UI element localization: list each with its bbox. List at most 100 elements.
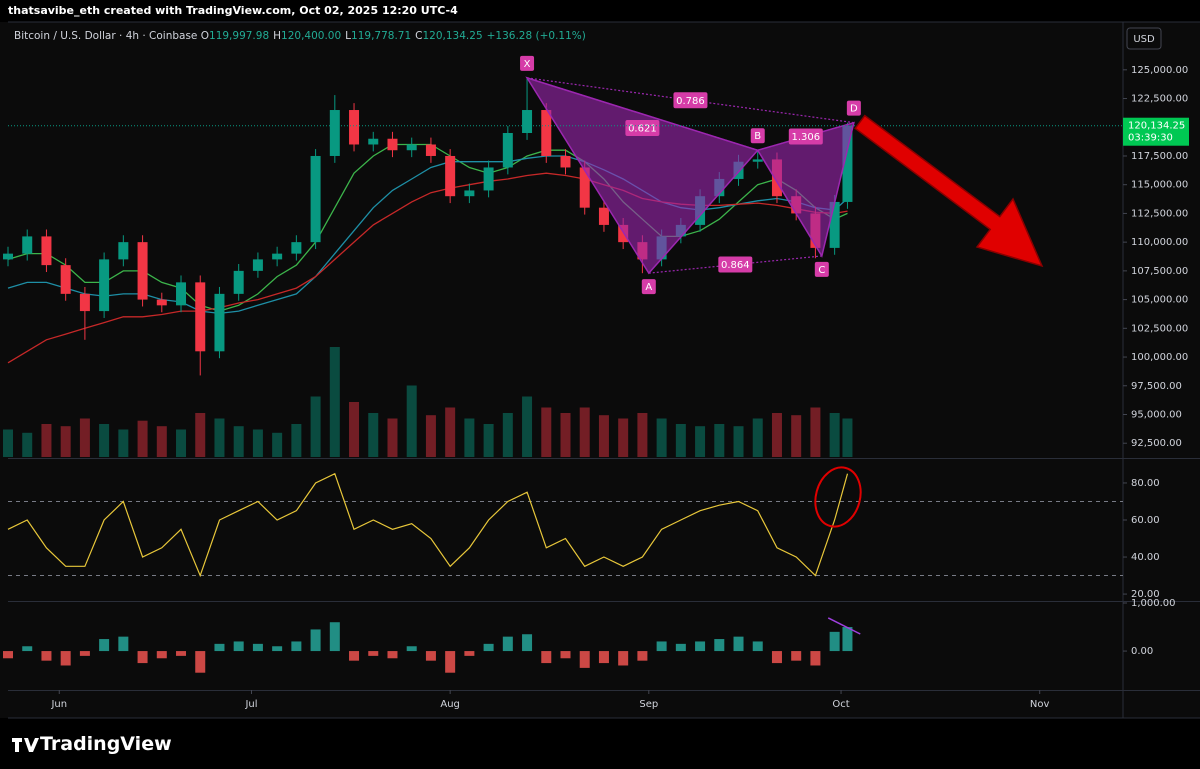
candle-body — [118, 242, 129, 260]
histogram-bar — [233, 641, 244, 652]
volume-bar — [41, 424, 52, 457]
candle-body — [214, 293, 225, 352]
volume-bar — [842, 418, 853, 457]
histogram-bar — [329, 622, 340, 652]
y-tick-label: 110,000.00 — [1131, 237, 1188, 248]
ratio-box — [625, 120, 660, 137]
volume-bar — [349, 402, 360, 457]
candle-body — [483, 167, 494, 191]
histogram-bar — [829, 631, 840, 652]
candle-body — [368, 138, 379, 145]
x-tick-label: Oct — [832, 699, 849, 710]
candle-body — [41, 236, 52, 266]
y-tick-label: 112,500.00 — [1131, 208, 1188, 219]
histogram-bar — [771, 651, 782, 664]
candle-body — [522, 110, 533, 133]
candle-body — [502, 133, 513, 168]
histogram-bar — [714, 639, 725, 652]
candle-body — [233, 270, 244, 294]
x-tick-label: Jul — [244, 699, 257, 710]
volume-bar — [541, 407, 552, 457]
pattern-point-label: C — [818, 265, 825, 276]
volume-bar — [329, 347, 340, 457]
volume-bar — [60, 426, 71, 457]
pattern-point — [520, 55, 535, 71]
histogram-bar — [695, 641, 706, 652]
histogram-bar — [368, 651, 379, 656]
y-tick-label: 102,500.00 — [1131, 323, 1188, 334]
histogram-bar — [99, 639, 110, 652]
volume-bar — [445, 407, 456, 457]
x-tick-label: Nov — [1030, 699, 1050, 710]
candle-body — [425, 144, 436, 156]
y-tick-label: 115,000.00 — [1131, 180, 1188, 191]
volume-bar — [214, 418, 225, 457]
candle-body — [291, 242, 302, 254]
trend-line — [827, 617, 861, 635]
candle-body — [272, 253, 283, 260]
y-tick-label: 95,000.00 — [1131, 409, 1182, 420]
y-tick-label: 117,500.00 — [1131, 151, 1188, 162]
y-tick-label: 1,000.00 — [1131, 598, 1176, 609]
y-tick-label: 60.00 — [1131, 515, 1160, 526]
candle-body — [3, 253, 13, 260]
candle-body — [349, 110, 360, 145]
volume-bar — [810, 407, 821, 457]
volume-bar — [176, 429, 187, 457]
price-change: +136.28 (+0.11%) — [486, 30, 586, 42]
ratio-box — [673, 92, 708, 109]
ratio-label: 0.864 — [721, 260, 750, 271]
candle-body — [829, 201, 840, 248]
volume-bar — [579, 407, 590, 457]
histogram-bar — [579, 651, 590, 668]
histogram-bar — [464, 651, 475, 656]
pattern-point — [814, 261, 829, 277]
histogram-bar — [425, 651, 436, 661]
volume-bar — [502, 413, 513, 457]
highlight-circle — [814, 466, 862, 528]
histogram-bar — [618, 651, 629, 666]
rsi-line — [7, 472, 849, 578]
ratio-label: 0.786 — [676, 96, 705, 107]
histogram-bar — [214, 643, 225, 652]
histogram-bar — [733, 636, 744, 652]
plot-layer: 92,500.00 95,000.00 97,500.00 100,000.00 102… — [3, 55, 1189, 710]
red-arrow — [854, 114, 1044, 268]
histogram-bar — [502, 636, 513, 652]
ohlc-value: 120,400.00 — [281, 30, 342, 42]
volume-bar — [252, 429, 263, 457]
volume-bar — [829, 413, 840, 457]
volume-bar — [618, 418, 629, 457]
histogram-bar — [3, 651, 13, 659]
volume-bar — [522, 396, 533, 457]
header: thatsavibe_eth created with TradingView.… — [8, 4, 458, 17]
ohlc-value: 119,997.98 — [209, 30, 270, 42]
pattern-point-label: A — [645, 282, 652, 293]
histogram-bar — [156, 651, 167, 659]
moving-average — [7, 155, 848, 315]
y-tick-label: 92,500.00 — [1131, 438, 1182, 449]
ratio-box — [718, 256, 753, 273]
histogram-bar — [349, 651, 360, 661]
histogram-bar — [272, 646, 283, 652]
pattern-point-label: X — [524, 59, 531, 70]
ohlc-key: H — [273, 30, 282, 42]
candle-body — [99, 259, 110, 312]
histogram-bar — [522, 634, 533, 652]
ohlc-value: 119,778.71 — [351, 30, 412, 42]
candle-body — [618, 224, 629, 243]
ratio-label: 0.621 — [628, 124, 657, 135]
last-price-label: 120,134.25 — [1128, 121, 1185, 132]
ohlc-value: 120,134.25 — [422, 30, 483, 42]
candle-body — [22, 236, 33, 254]
histogram-bar — [195, 651, 206, 673]
brand: TradingView — [40, 733, 172, 755]
histogram-bar — [60, 651, 71, 666]
histogram-bar — [598, 651, 609, 664]
candle-body — [329, 110, 340, 156]
volume-bar — [22, 432, 33, 457]
histogram-bar — [675, 643, 686, 652]
pattern-point-label: D — [850, 104, 858, 115]
volume-bar — [637, 413, 648, 457]
volume-bar — [425, 415, 436, 457]
